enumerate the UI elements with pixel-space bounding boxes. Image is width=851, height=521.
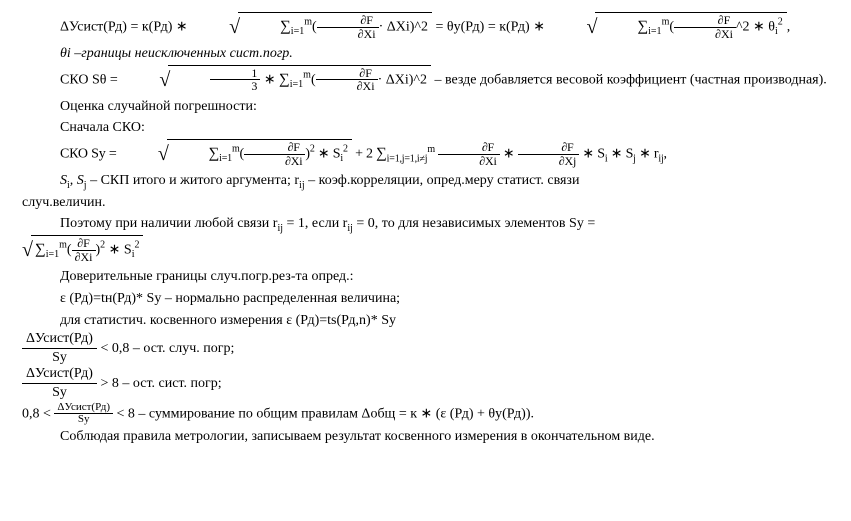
top: m [232,144,240,155]
heading-sko-first: Сначала СКО: [22,117,829,139]
theta-i-note: θi –границы неисключенных сист.погр. [22,43,829,65]
star: ∗ [503,147,518,162]
text: СКО Sy = [60,147,120,162]
ij: ij [299,180,305,191]
s: S [60,173,67,188]
eps-tn: ε (Рд)=tн(Рд)* Sy – нормально распределе… [22,288,829,310]
dx: · ΔXi)^2 [378,72,427,87]
text: – коэф.корреляции, опред.меру статист. с… [308,173,579,188]
top: m [59,240,67,251]
lim: i=1 [46,249,59,260]
s2: , S [70,173,84,188]
frac-df-dxi: ∂F∂Xi [244,141,305,167]
sqrt-4: ∑i=1m(∂F∂Xi)2 ∗ Si2 [120,139,352,170]
text: = 0, то для независимых элементов Sy = [356,216,595,231]
lim: i=1 [648,26,661,37]
text: > 8 – ост. сист. погр; [100,376,221,391]
sqrt-2: ∑i=1m(∂F∂Xi^2 ∗ θi2 [548,12,786,43]
dx: · ΔXi)^2 [379,19,428,34]
frac-df-dxi: ∂F∂Xi [317,14,379,40]
tail2: ∗ S [611,147,633,162]
frac-df-dxi: ∂F∂Xi [72,237,96,263]
text: < 8 – суммирование по общим правилам Δоб… [117,406,534,421]
plus: + 2 [355,147,376,162]
conf-bounds-heading: Доверительные границы случ.погр.рез-та о… [22,266,829,288]
ratio-gt-8: ΔУсист(Рд)Sy > 8 – ост. сист. погр; [22,366,829,401]
sigma: ∑ [637,18,648,34]
text: θi –границы неисключенных сист.погр. [60,46,293,61]
ij: ij [277,223,283,234]
lim: i=1 [290,79,303,90]
pow2: 2 [134,240,139,251]
r: ∗ r [639,147,658,162]
ratio-frac: ΔУсист(Рд)Sy [22,366,97,401]
heading-random-error: Оценка случайной погрешности: [22,96,829,118]
frac-df-dxi: ∂F∂Xi [438,141,499,167]
text: = θу(Рд) = к(Рд) ∗ [436,20,549,35]
j: j [633,154,636,165]
i: i [605,154,608,165]
text: ΔУсист(Рд) = к(Рд) ∗ [60,20,191,35]
si-sj-note-wrap: случ.величин. [22,192,829,214]
ratio-between: 0,8 < ΔУсист(Рд)Sy < 8 – суммирование по… [22,402,829,426]
text: – СКП итого и житого аргумента; r [90,173,299,188]
frac-df-dxj: ∂F∂Xj [518,141,579,167]
text: ^2 ∗ θ [736,19,775,34]
ratio-frac-small: ΔУсист(Рд)Sy [54,402,113,426]
sqrt-3: 13 ∗ ∑i=1m(∂F∂Xi· ΔXi)^2 [121,65,431,96]
formula-sko-stheta: СКО Sθ = 13 ∗ ∑i=1m(∂F∂Xi· ΔXi)^2 – везд… [22,65,829,96]
frac-1-3: 13 [210,67,260,93]
sqrt-1: ∑i=1m(∂F∂Xi· ΔXi)^2 [191,12,432,43]
comma: , [664,147,667,162]
formula-delta-y-sist: ΔУсист(Рд) = к(Рд) ∗ ∑i=1m(∂F∂Xi· ΔXi)^2… [22,12,829,43]
top: m [304,17,312,28]
sigma: ∑ [280,18,291,34]
top: m [303,69,311,80]
rij-cases: Поэтому при наличии любой связи rij = 1,… [22,213,829,235]
text: < 0,8 – ост. случ. погр; [100,341,234,356]
sigma: ∑ [209,145,220,161]
si-sj-note: Si, Sj – СКП итого и житого аргумента; r… [22,170,829,192]
sigma: ∑ [279,71,290,87]
pow2: 2 [343,144,348,155]
text: – везде добавляется весовой коэффициент … [434,72,826,87]
sqrt-5: ∑i=1m(∂F∂Xi)2 ∗ Si2 [22,235,143,266]
ratio-frac: ΔУсист(Рд)Sy [22,331,97,366]
tail: ∗ S [582,147,604,162]
lim2: i=1,j=1,i≠j [387,154,428,165]
text: 0,8 < [22,406,54,421]
lim: i=1 [219,153,232,164]
eps-ts: для статистич. косвенного измерения ε (Р… [22,310,829,332]
closing-note: Соблюдая правила метрологии, записываем … [22,426,829,448]
frac-df-dxi: ∂F∂Xi [316,67,378,93]
star-s: ∗ S [105,242,132,257]
ratio-lt-08: ΔУсист(Рд)Sy < 0,8 – ост. случ. погр; [22,331,829,366]
sy-indep: ∑i=1m(∂F∂Xi)2 ∗ Si2 [22,235,829,266]
star: ∗ [260,72,279,87]
formula-sko-sy: СКО Sy = ∑i=1m(∂F∂Xi)2 ∗ Si2 + 2 ∑i=1,j=… [22,139,829,170]
text: = 1, если r [287,216,348,231]
star-s: ∗ S [315,146,341,161]
sigma: ∑ [376,146,387,162]
comma: , [787,20,791,35]
j: j [84,180,87,191]
text: СКО Sθ = [60,72,121,87]
frac-df-dxi: ∂F∂Xi [674,14,736,40]
lim: i=1 [291,26,304,37]
sup: 2 [778,17,783,28]
text: Поэтому при наличии любой связи r [60,216,277,231]
sigma: ∑ [35,241,46,257]
top: m [427,144,435,155]
ij: ij [347,223,353,234]
